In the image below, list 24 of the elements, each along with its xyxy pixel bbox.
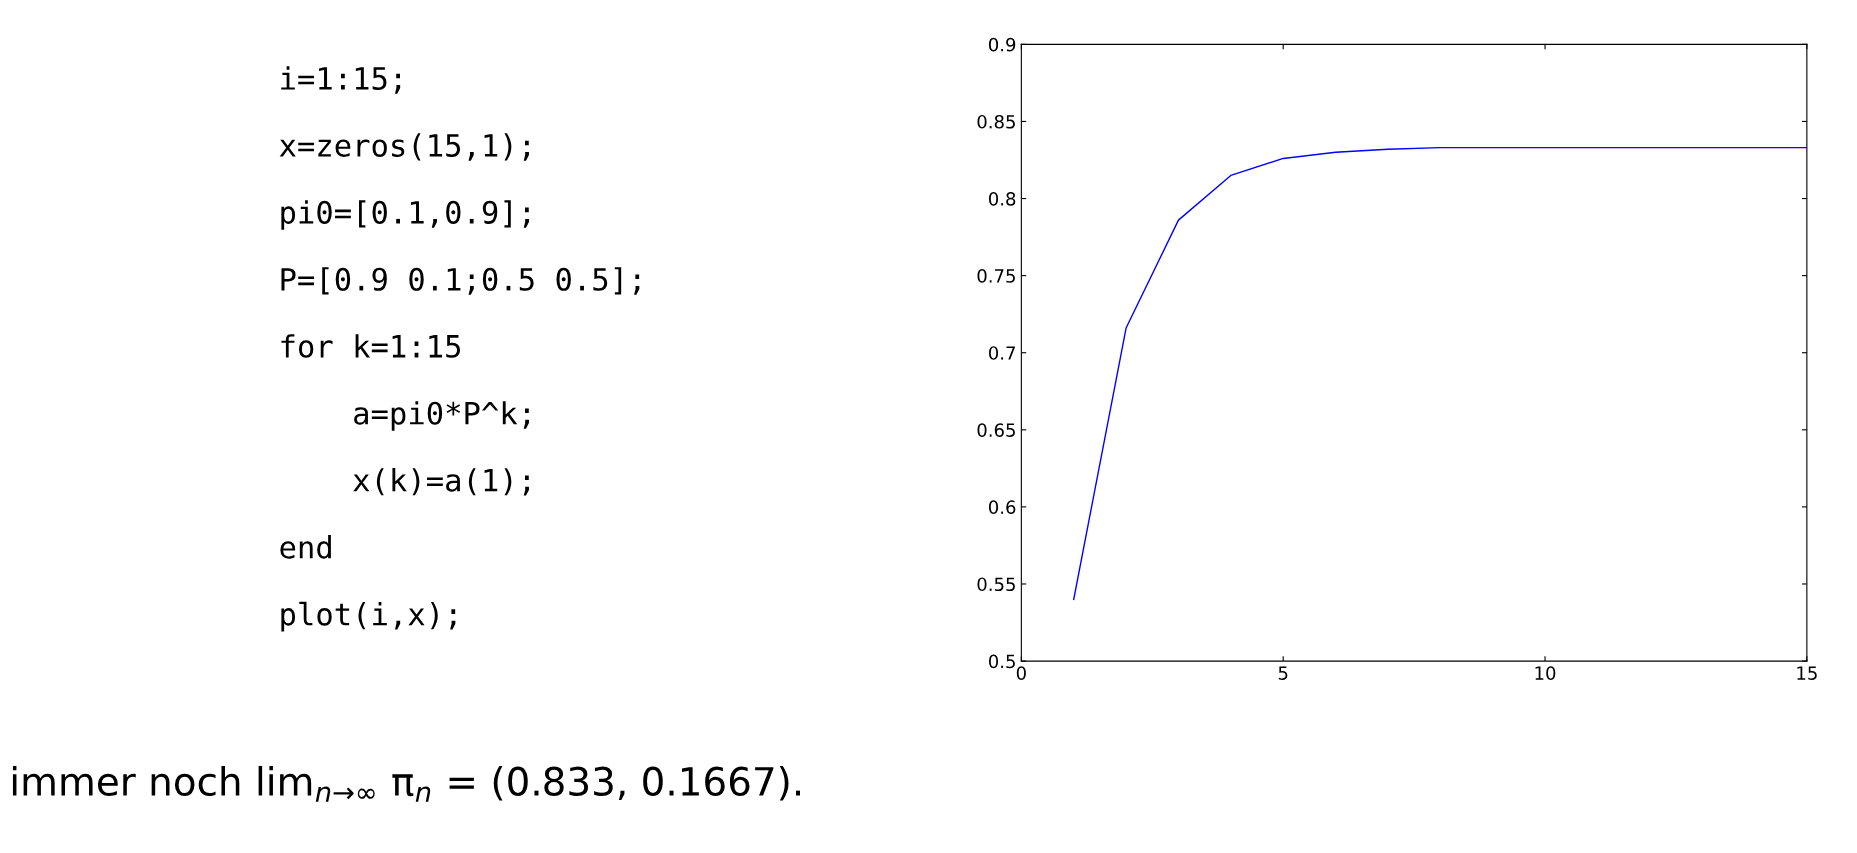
x-tick-label: 5 <box>1278 666 1288 680</box>
text: x=zeros(15,1); <box>279 133 529 161</box>
line-series <box>1073 146 1807 601</box>
y-tick-label: 0.5 <box>988 654 1015 669</box>
text: end <box>280 535 331 559</box>
text: P=[0.9 0.1;0.5 0.5]; <box>281 267 640 295</box>
x-tick-label: 10 <box>1535 666 1556 680</box>
y-tick-label: 0.6 <box>988 500 1016 515</box>
y-tick-label: 0.65 <box>977 423 1015 437</box>
text: i=1:15; <box>281 66 401 94</box>
y-tick-label: 0.8 <box>988 191 1016 206</box>
x-tick-label: 15 <box>1797 666 1817 680</box>
text: a=pi0*P^k; <box>354 401 529 431</box>
y-tick-label: 0.7 <box>988 346 1015 360</box>
y-tick-label: 0.85 <box>977 114 1015 129</box>
text: immer noch lim$_{n→∞}$ π$_{n}$ = (0.833, 0.1667). <box>12 765 801 802</box>
x-tick-label: 0 <box>1016 666 1026 680</box>
text: x(k)=a(1); <box>353 468 529 496</box>
y-tick-label: 0.9 <box>988 37 1016 52</box>
text: pi0=[0.1,0.9]; <box>281 200 529 230</box>
y-tick-label: 0.75 <box>977 269 1015 283</box>
y-tick-label: 0.55 <box>977 577 1015 592</box>
text: plot(i,x); <box>281 601 456 632</box>
text: for k=1:15 <box>281 334 461 358</box>
